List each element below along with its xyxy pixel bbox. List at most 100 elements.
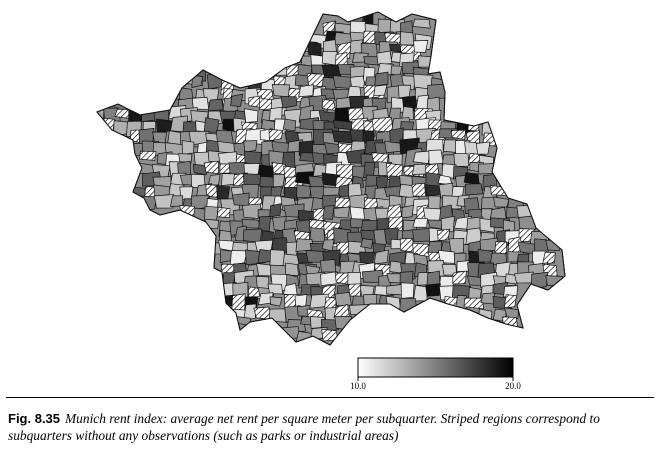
subquarter-region bbox=[192, 163, 208, 176]
subquarter-region bbox=[373, 84, 388, 97]
subquarter-region bbox=[425, 283, 441, 297]
subquarter-region bbox=[139, 150, 157, 161]
subquarter-region bbox=[321, 328, 339, 342]
subquarter-region bbox=[503, 294, 517, 309]
subquarter-region bbox=[307, 40, 322, 57]
subquarter-region bbox=[170, 195, 184, 207]
subquarter-region bbox=[332, 75, 353, 89]
subquarter-region bbox=[229, 250, 248, 266]
subquarter-region bbox=[306, 73, 325, 88]
subquarter-region bbox=[296, 184, 312, 199]
subquarter-region bbox=[271, 84, 290, 98]
subquarter-region bbox=[269, 296, 283, 307]
subquarter-region bbox=[243, 303, 257, 321]
subquarter-region bbox=[530, 271, 549, 289]
subquarter-region bbox=[153, 184, 171, 197]
subquarter-region bbox=[411, 182, 426, 197]
subquarter-region bbox=[203, 160, 219, 175]
munich-rent-map: 10.0 20.0 bbox=[96, 11, 566, 391]
subquarter-region bbox=[321, 239, 335, 252]
subquarter-region bbox=[454, 294, 467, 309]
subquarter-region bbox=[324, 296, 337, 310]
legend-colorbar bbox=[357, 357, 514, 378]
subquarter-region bbox=[322, 205, 335, 220]
subquarter-region bbox=[475, 141, 491, 155]
subquarter-region bbox=[401, 106, 414, 122]
subquarter-region bbox=[348, 283, 362, 298]
subquarter-region bbox=[267, 283, 284, 295]
subquarter-region bbox=[208, 174, 221, 186]
subquarter-region bbox=[518, 215, 537, 232]
subquarter-region bbox=[269, 249, 286, 267]
subquarter-region bbox=[258, 97, 273, 110]
subquarter-region bbox=[216, 185, 231, 201]
subquarter-region bbox=[258, 216, 272, 232]
subquarter-region bbox=[542, 251, 556, 265]
figure-label: Fig. 8.35 bbox=[8, 411, 61, 426]
subquarter-region bbox=[259, 176, 275, 189]
subquarter-region bbox=[494, 241, 508, 255]
subquarter-region bbox=[253, 306, 272, 320]
subquarter-region bbox=[269, 106, 283, 121]
subquarter-region bbox=[399, 237, 415, 253]
subquarter-regions bbox=[97, 12, 565, 344]
subquarter-region bbox=[285, 262, 299, 276]
subquarter-region bbox=[401, 204, 414, 219]
subquarter-region bbox=[204, 218, 220, 230]
subquarter-region bbox=[428, 149, 444, 165]
subquarter-region bbox=[181, 140, 195, 155]
subquarter-region bbox=[242, 228, 263, 243]
subquarter-region bbox=[222, 118, 235, 132]
subquarter-region bbox=[140, 195, 157, 211]
subquarter-region bbox=[298, 84, 314, 98]
subquarter-region bbox=[216, 206, 231, 219]
subquarter-region bbox=[400, 282, 415, 299]
subquarter-region bbox=[333, 206, 351, 219]
subquarter-region bbox=[103, 117, 116, 133]
subquarter-region bbox=[231, 192, 250, 207]
subquarter-region bbox=[545, 239, 561, 252]
subquarter-region bbox=[413, 39, 429, 53]
subquarter-region bbox=[268, 128, 284, 142]
legend-min-label: 10.0 bbox=[350, 381, 366, 391]
subquarter-region bbox=[282, 118, 297, 132]
subquarter-region bbox=[280, 95, 297, 109]
subquarter-region bbox=[320, 271, 340, 286]
subquarter-region bbox=[412, 18, 431, 29]
subquarter-region bbox=[464, 183, 484, 196]
subquarter-region bbox=[179, 205, 197, 220]
subquarter-region bbox=[207, 98, 224, 112]
subquarter-region bbox=[153, 194, 175, 209]
subquarter-region bbox=[426, 270, 441, 286]
subquarter-region bbox=[399, 31, 415, 46]
subquarter-region bbox=[443, 139, 458, 153]
caption-rule bbox=[6, 397, 654, 398]
subquarter-region bbox=[129, 186, 147, 198]
subquarter-region bbox=[477, 249, 494, 263]
subquarter-region bbox=[411, 228, 432, 242]
subquarter-region bbox=[376, 50, 393, 66]
subquarter-region bbox=[489, 185, 511, 197]
subquarter-region bbox=[269, 203, 282, 218]
subquarter-region bbox=[373, 249, 389, 265]
subquarter-region bbox=[436, 228, 451, 241]
legend-max-label: 20.0 bbox=[505, 381, 521, 391]
subquarter-region bbox=[360, 238, 374, 249]
subquarter-region bbox=[504, 307, 519, 319]
subquarter-region bbox=[191, 74, 204, 88]
subquarter-region bbox=[448, 237, 465, 255]
subquarter-region bbox=[268, 308, 287, 323]
subquarter-region bbox=[412, 150, 431, 165]
subquarter-region bbox=[412, 217, 428, 228]
subquarter-region bbox=[243, 140, 258, 153]
city-boundary bbox=[96, 11, 566, 346]
figure-caption: Fig. 8.35 Munich rent index: average net … bbox=[8, 410, 656, 444]
legend: 10.0 20.0 bbox=[350, 357, 521, 391]
subquarter-region bbox=[319, 259, 337, 273]
subquarter-region bbox=[178, 153, 193, 164]
subquarter-region bbox=[440, 215, 455, 233]
subquarter-region bbox=[321, 98, 337, 111]
subquarter-region bbox=[230, 93, 244, 107]
subquarter-region bbox=[334, 291, 352, 307]
